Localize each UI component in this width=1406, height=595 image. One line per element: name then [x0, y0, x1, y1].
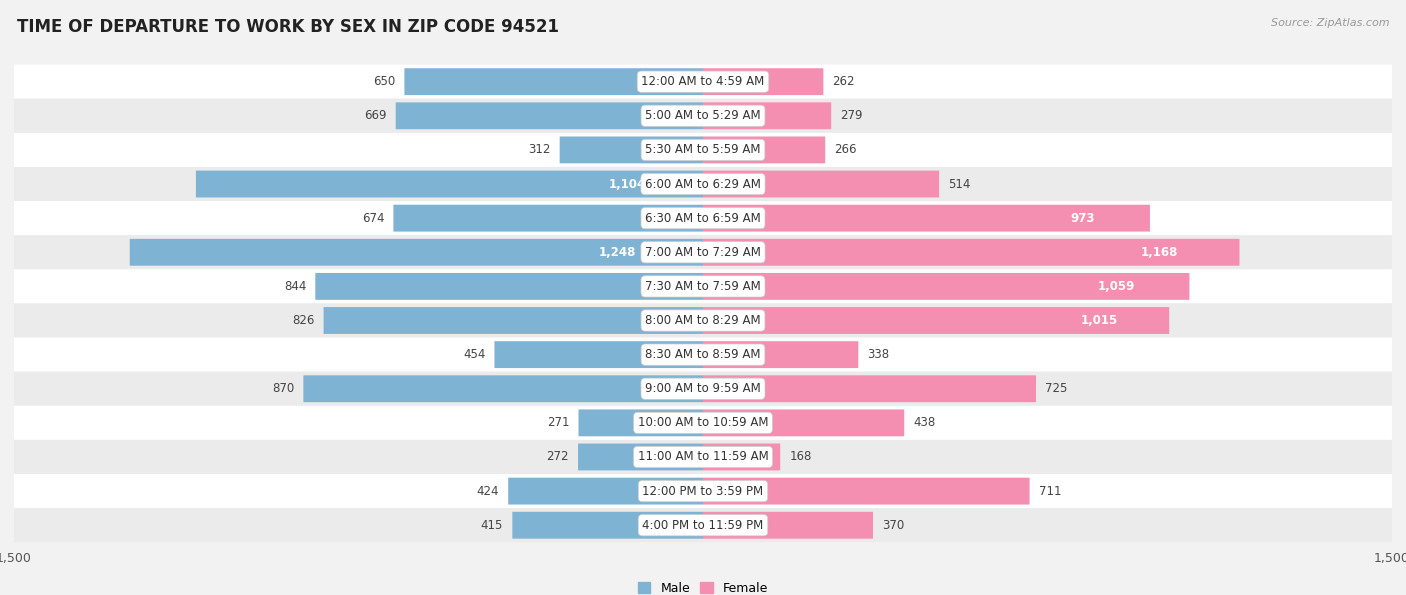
Text: 266: 266	[834, 143, 856, 156]
Text: 711: 711	[1039, 484, 1062, 497]
Text: 168: 168	[789, 450, 811, 464]
Text: 1,104: 1,104	[609, 177, 645, 190]
Text: 12:00 PM to 3:59 PM: 12:00 PM to 3:59 PM	[643, 484, 763, 497]
FancyBboxPatch shape	[703, 102, 831, 129]
Text: 9:00 AM to 9:59 AM: 9:00 AM to 9:59 AM	[645, 382, 761, 395]
FancyBboxPatch shape	[405, 68, 703, 95]
Text: 650: 650	[373, 75, 395, 88]
Text: 973: 973	[1070, 212, 1095, 225]
FancyBboxPatch shape	[14, 201, 1392, 235]
FancyBboxPatch shape	[512, 512, 703, 538]
Text: 669: 669	[364, 109, 387, 123]
FancyBboxPatch shape	[703, 239, 1240, 266]
FancyBboxPatch shape	[703, 341, 858, 368]
FancyBboxPatch shape	[560, 136, 703, 164]
FancyBboxPatch shape	[578, 443, 703, 471]
Text: 262: 262	[832, 75, 855, 88]
Text: 7:30 AM to 7:59 AM: 7:30 AM to 7:59 AM	[645, 280, 761, 293]
FancyBboxPatch shape	[703, 375, 1036, 402]
Text: 826: 826	[292, 314, 315, 327]
FancyBboxPatch shape	[578, 409, 703, 436]
FancyBboxPatch shape	[703, 307, 1170, 334]
Text: 370: 370	[882, 519, 904, 532]
FancyBboxPatch shape	[495, 341, 703, 368]
Text: 338: 338	[868, 348, 890, 361]
FancyBboxPatch shape	[14, 167, 1392, 201]
Text: 12:00 AM to 4:59 AM: 12:00 AM to 4:59 AM	[641, 75, 765, 88]
Text: 870: 870	[271, 382, 294, 395]
Text: 5:00 AM to 5:29 AM: 5:00 AM to 5:29 AM	[645, 109, 761, 123]
FancyBboxPatch shape	[703, 409, 904, 436]
Text: 674: 674	[361, 212, 384, 225]
Text: 10:00 AM to 10:59 AM: 10:00 AM to 10:59 AM	[638, 416, 768, 430]
FancyBboxPatch shape	[703, 171, 939, 198]
FancyBboxPatch shape	[14, 99, 1392, 133]
FancyBboxPatch shape	[14, 235, 1392, 270]
FancyBboxPatch shape	[508, 478, 703, 505]
Text: 1,168: 1,168	[1140, 246, 1178, 259]
FancyBboxPatch shape	[703, 136, 825, 164]
Legend: Male, Female: Male, Female	[633, 577, 773, 595]
Text: 8:00 AM to 8:29 AM: 8:00 AM to 8:29 AM	[645, 314, 761, 327]
FancyBboxPatch shape	[14, 508, 1392, 542]
Text: 5:30 AM to 5:59 AM: 5:30 AM to 5:59 AM	[645, 143, 761, 156]
Text: 7:00 AM to 7:29 AM: 7:00 AM to 7:29 AM	[645, 246, 761, 259]
Text: 8:30 AM to 8:59 AM: 8:30 AM to 8:59 AM	[645, 348, 761, 361]
Text: 312: 312	[529, 143, 551, 156]
Text: 438: 438	[914, 416, 935, 430]
Text: TIME OF DEPARTURE TO WORK BY SEX IN ZIP CODE 94521: TIME OF DEPARTURE TO WORK BY SEX IN ZIP …	[17, 18, 558, 36]
Text: 1,059: 1,059	[1098, 280, 1135, 293]
Text: 6:00 AM to 6:29 AM: 6:00 AM to 6:29 AM	[645, 177, 761, 190]
Text: 272: 272	[547, 450, 569, 464]
FancyBboxPatch shape	[703, 273, 1189, 300]
FancyBboxPatch shape	[129, 239, 703, 266]
Text: 454: 454	[463, 348, 485, 361]
FancyBboxPatch shape	[14, 303, 1392, 337]
FancyBboxPatch shape	[315, 273, 703, 300]
Text: 424: 424	[477, 484, 499, 497]
FancyBboxPatch shape	[14, 372, 1392, 406]
Text: 1,248: 1,248	[599, 246, 636, 259]
Text: 415: 415	[481, 519, 503, 532]
FancyBboxPatch shape	[703, 443, 780, 471]
FancyBboxPatch shape	[14, 440, 1392, 474]
FancyBboxPatch shape	[703, 512, 873, 538]
Text: 271: 271	[547, 416, 569, 430]
FancyBboxPatch shape	[394, 205, 703, 231]
FancyBboxPatch shape	[195, 171, 703, 198]
Text: 725: 725	[1045, 382, 1067, 395]
Text: 11:00 AM to 11:59 AM: 11:00 AM to 11:59 AM	[638, 450, 768, 464]
FancyBboxPatch shape	[703, 205, 1150, 231]
Text: 844: 844	[284, 280, 307, 293]
FancyBboxPatch shape	[14, 337, 1392, 372]
FancyBboxPatch shape	[395, 102, 703, 129]
FancyBboxPatch shape	[703, 478, 1029, 505]
Text: 514: 514	[948, 177, 970, 190]
Text: 4:00 PM to 11:59 PM: 4:00 PM to 11:59 PM	[643, 519, 763, 532]
Text: 279: 279	[841, 109, 863, 123]
FancyBboxPatch shape	[14, 474, 1392, 508]
FancyBboxPatch shape	[323, 307, 703, 334]
FancyBboxPatch shape	[14, 133, 1392, 167]
FancyBboxPatch shape	[14, 270, 1392, 303]
FancyBboxPatch shape	[304, 375, 703, 402]
Text: 6:30 AM to 6:59 AM: 6:30 AM to 6:59 AM	[645, 212, 761, 225]
FancyBboxPatch shape	[14, 65, 1392, 99]
Text: 1,015: 1,015	[1081, 314, 1118, 327]
FancyBboxPatch shape	[14, 406, 1392, 440]
Text: Source: ZipAtlas.com: Source: ZipAtlas.com	[1271, 18, 1389, 28]
FancyBboxPatch shape	[703, 68, 824, 95]
